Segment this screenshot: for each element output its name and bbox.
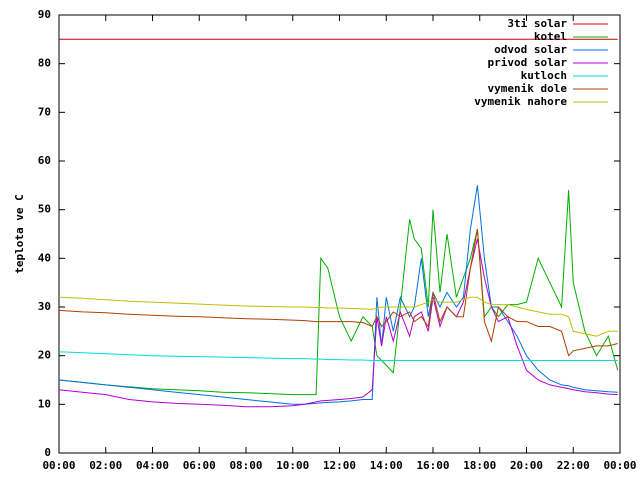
x-tick-label: 10:00	[276, 459, 309, 472]
x-tick-label: 08:00	[229, 459, 262, 472]
x-tick-label: 04:00	[136, 459, 169, 472]
legend-label: kutloch	[521, 69, 567, 82]
legend-label: 3ti solar	[507, 17, 567, 30]
x-tick-label: 16:00	[416, 459, 449, 472]
series-line	[58, 296, 618, 337]
y-axis-label: teplota ve C	[13, 194, 26, 273]
series-line	[58, 229, 618, 357]
y-tick-label: 30	[38, 300, 51, 313]
series-line	[58, 185, 618, 405]
x-tick-label: 12:00	[323, 459, 356, 472]
y-tick-label: 90	[38, 8, 51, 21]
legend-label: vymenik dole	[488, 82, 568, 95]
legend-label: kotel	[534, 30, 567, 43]
x-tick-label: 00:00	[603, 459, 636, 472]
series-line	[58, 238, 618, 408]
y-tick-label: 40	[38, 251, 51, 264]
y-tick-label: 50	[38, 203, 51, 216]
x-tick-label: 18:00	[463, 459, 496, 472]
legend-label: privod solar	[488, 56, 568, 69]
y-tick-label: 70	[38, 105, 51, 118]
y-tick-label: 20	[38, 349, 51, 362]
plot-frame	[58, 14, 621, 454]
series-line	[58, 351, 618, 361]
x-tick-label: 22:00	[557, 459, 590, 472]
y-tick-label: 80	[38, 57, 51, 70]
y-tick-label: 0	[44, 446, 51, 459]
x-tick-label: 02:00	[89, 459, 122, 472]
x-tick-label: 06:00	[183, 459, 216, 472]
y-tick-label: 10	[38, 397, 51, 410]
x-tick-label: 00:00	[42, 459, 75, 472]
x-tick-label: 20:00	[510, 459, 543, 472]
x-tick-label: 14:00	[370, 459, 403, 472]
y-tick-label: 60	[38, 154, 51, 167]
series-line	[58, 190, 619, 396]
legend-label: odvod solar	[494, 43, 567, 56]
legend-label: vymenik nahore	[474, 95, 567, 108]
